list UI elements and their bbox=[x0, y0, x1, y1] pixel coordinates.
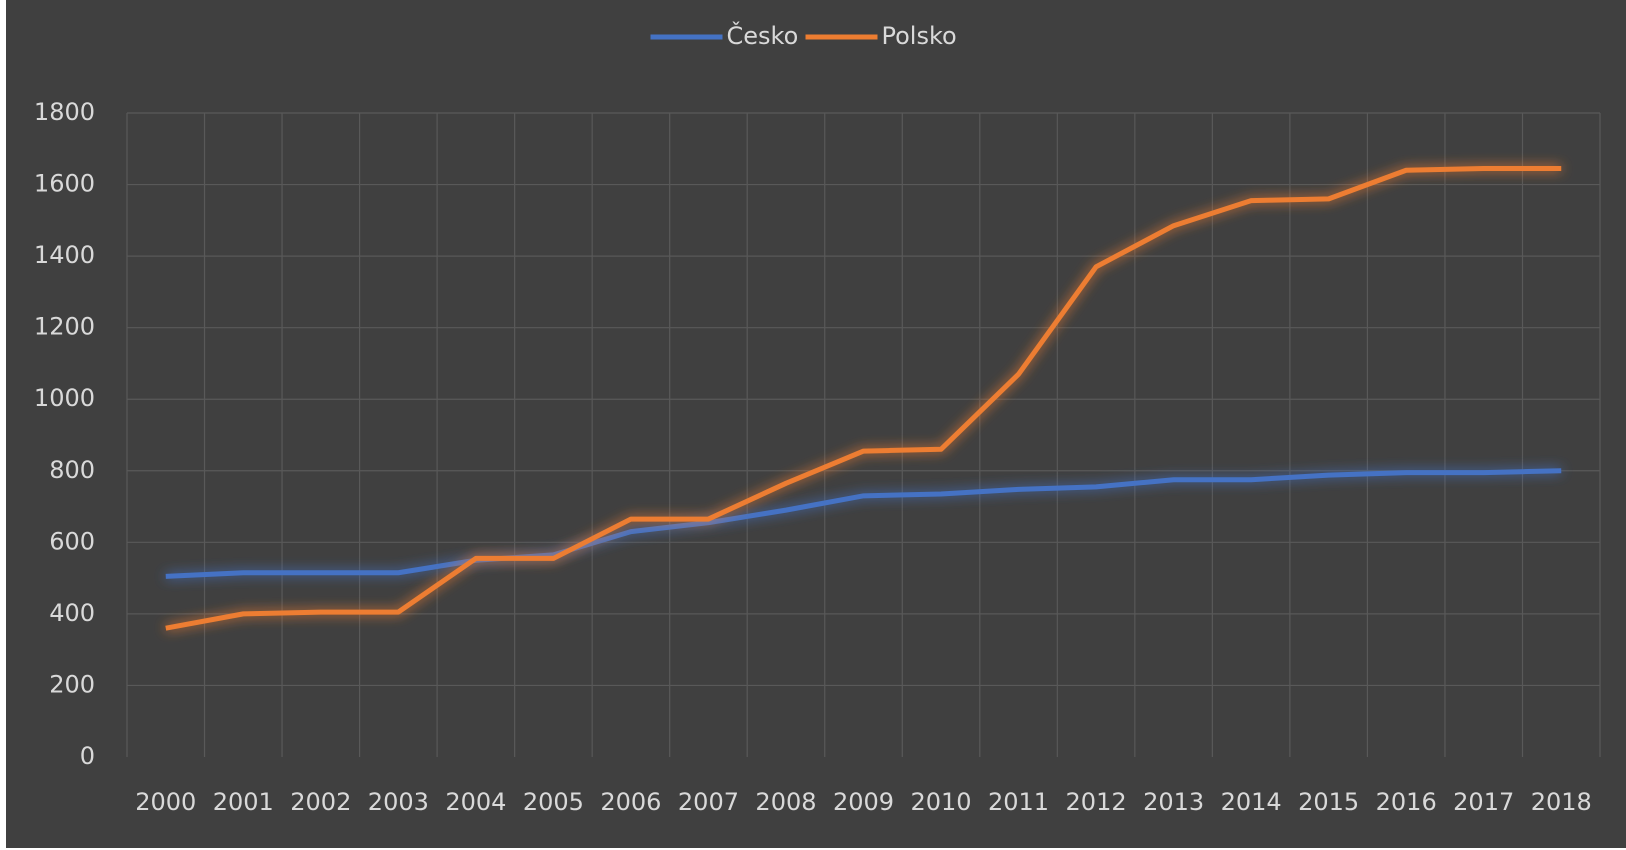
x-tick-label: 2005 bbox=[523, 788, 584, 816]
x-tick-label: 2018 bbox=[1531, 788, 1592, 816]
y-tick-label: 1800 bbox=[34, 98, 95, 126]
x-tick-label: 2016 bbox=[1376, 788, 1437, 816]
y-tick-label: 400 bbox=[49, 599, 95, 627]
x-tick-label: 2002 bbox=[290, 788, 351, 816]
x-tick-label: 2001 bbox=[213, 788, 274, 816]
x-tick-label: 2000 bbox=[135, 788, 196, 816]
y-tick-label: 800 bbox=[49, 456, 95, 484]
x-tick-label: 2008 bbox=[755, 788, 816, 816]
x-tick-label: 2014 bbox=[1221, 788, 1282, 816]
y-tick-label: 1400 bbox=[34, 241, 95, 269]
x-tick-label: 2003 bbox=[368, 788, 429, 816]
y-tick-label: 1200 bbox=[34, 313, 95, 341]
legend-label: Polsko bbox=[882, 22, 957, 50]
chart-background bbox=[6, 0, 1626, 848]
x-tick-label: 2009 bbox=[833, 788, 894, 816]
series-line bbox=[165, 165, 1562, 631]
legend-label: Česko bbox=[727, 20, 799, 50]
x-tick-label: 2006 bbox=[600, 788, 661, 816]
x-tick-label: 2010 bbox=[910, 788, 971, 816]
grid: 0 200 400 600 800 1000 1200 1400 1600 1800 2000 200… bbox=[34, 98, 1601, 816]
x-tick-label: 2011 bbox=[988, 788, 1049, 816]
y-tick-label: 1600 bbox=[34, 170, 95, 198]
x-tick-label: 2017 bbox=[1453, 788, 1514, 816]
y-tick-label: 1000 bbox=[34, 384, 95, 412]
plot bbox=[165, 165, 1562, 631]
x-tick-label: 2012 bbox=[1066, 788, 1127, 816]
y-tick-label: 200 bbox=[49, 670, 95, 698]
legend: Česko Polsko bbox=[650, 20, 957, 50]
y-tick-label: 0 bbox=[80, 742, 95, 770]
x-tick-label: 2007 bbox=[678, 788, 739, 816]
series-line bbox=[165, 468, 1562, 579]
x-tick-label: 2015 bbox=[1298, 788, 1359, 816]
x-tick-label: 2013 bbox=[1143, 788, 1204, 816]
y-tick-label: 600 bbox=[49, 527, 95, 555]
x-tick-label: 2004 bbox=[445, 788, 506, 816]
